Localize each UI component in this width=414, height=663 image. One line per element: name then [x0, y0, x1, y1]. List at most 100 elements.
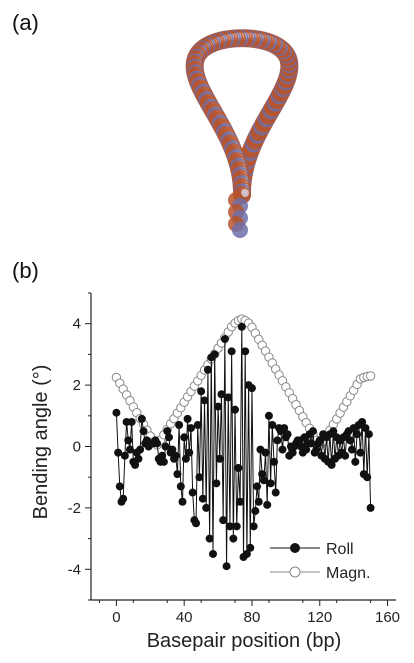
- roll-point: [364, 430, 373, 439]
- roll-point: [341, 451, 350, 460]
- roll-point: [131, 460, 140, 469]
- roll-point: [329, 427, 338, 436]
- roll-point: [139, 427, 148, 436]
- roll-point: [312, 445, 321, 454]
- roll-series: [112, 322, 375, 571]
- roll-point: [315, 436, 324, 445]
- roll-point: [124, 436, 133, 445]
- roll-point: [302, 445, 311, 454]
- y-tick-label: 4: [73, 316, 81, 333]
- roll-point: [212, 479, 221, 488]
- roll-point: [224, 393, 233, 402]
- roll-point: [186, 424, 195, 433]
- roll-point: [263, 500, 272, 509]
- roll-point: [205, 534, 214, 543]
- roll-point: [307, 439, 316, 448]
- roll-point: [327, 460, 336, 469]
- roll-point: [280, 424, 289, 433]
- roll-point: [210, 350, 219, 359]
- roll-point: [222, 562, 231, 571]
- roll-point: [185, 448, 194, 457]
- legend-roll-marker: [290, 543, 300, 553]
- roll-point: [171, 451, 180, 460]
- roll-point: [192, 519, 201, 528]
- roll-point: [353, 430, 362, 439]
- roll-point: [120, 451, 129, 460]
- roll-point: [215, 454, 224, 463]
- roll-point: [112, 408, 121, 417]
- roll-point: [176, 482, 185, 491]
- roll-point: [183, 414, 192, 423]
- roll-point: [181, 454, 190, 463]
- legend-roll-label: Roll: [326, 541, 354, 558]
- roll-point: [202, 503, 211, 512]
- roll-point: [266, 479, 275, 488]
- roll-point: [231, 405, 240, 414]
- roll-point: [164, 433, 173, 442]
- roll-point: [159, 457, 168, 466]
- roll-point: [278, 445, 287, 454]
- roll-point: [214, 402, 223, 411]
- roll-point: [251, 506, 260, 515]
- roll-point: [270, 457, 278, 466]
- roll-point: [119, 494, 128, 503]
- roll-point: [217, 390, 226, 399]
- roll-point: [161, 442, 170, 451]
- roll-point: [273, 436, 282, 445]
- roll-point: [229, 534, 238, 543]
- x-axis-label: Basepair position (bp): [147, 630, 342, 652]
- roll-point: [127, 417, 136, 426]
- roll-point: [136, 445, 145, 454]
- x-tick-label: 80: [244, 609, 261, 626]
- roll-point: [241, 347, 250, 356]
- y-tick-label: 2: [73, 377, 81, 394]
- roll-point: [261, 448, 270, 457]
- roll-point: [115, 482, 124, 491]
- roll-point: [264, 411, 273, 420]
- roll-point: [137, 414, 146, 423]
- y-tick-label: -4: [68, 561, 81, 578]
- roll-point: [153, 439, 162, 448]
- roll-point: [134, 454, 143, 463]
- roll-point: [258, 470, 267, 479]
- roll-point: [246, 543, 255, 552]
- roll-point: [180, 433, 189, 442]
- x-tick-label: 120: [307, 609, 332, 626]
- y-axis-label: Bending angle (°): [30, 365, 52, 520]
- roll-point: [234, 463, 243, 472]
- panel-b-label: (b): [12, 258, 39, 283]
- roll-point: [232, 522, 241, 531]
- roll-point: [175, 421, 184, 430]
- roll-point: [363, 473, 372, 482]
- roll-point: [288, 448, 297, 457]
- dna-bead-highlight: [241, 189, 249, 197]
- roll-point: [259, 476, 268, 485]
- x-tick-label: 0: [112, 609, 120, 626]
- roll-point: [346, 436, 355, 445]
- roll-point: [198, 494, 207, 503]
- roll-point: [308, 427, 317, 436]
- legend: Roll Magn.: [270, 541, 370, 582]
- roll-point: [361, 424, 370, 433]
- roll-point: [173, 470, 182, 479]
- roll-point: [236, 497, 245, 506]
- roll-point: [158, 451, 167, 460]
- roll-point: [178, 497, 187, 506]
- x-tick-label: 160: [375, 609, 400, 626]
- roll-point: [168, 445, 177, 454]
- roll-point: [249, 522, 258, 531]
- roll-point: [195, 473, 204, 482]
- roll-point: [197, 387, 206, 396]
- roll-point: [253, 482, 262, 491]
- y-tick-label: -2: [68, 500, 81, 517]
- legend-magn-label: Magn.: [326, 565, 370, 582]
- roll-point: [347, 445, 356, 454]
- roll-point: [268, 421, 277, 430]
- roll-point: [254, 497, 263, 506]
- roll-point: [351, 457, 360, 466]
- roll-point: [356, 448, 365, 457]
- dna-loop-molecule-image: [185, 29, 299, 238]
- dna-loop: [185, 29, 299, 238]
- roll-point: [271, 488, 280, 497]
